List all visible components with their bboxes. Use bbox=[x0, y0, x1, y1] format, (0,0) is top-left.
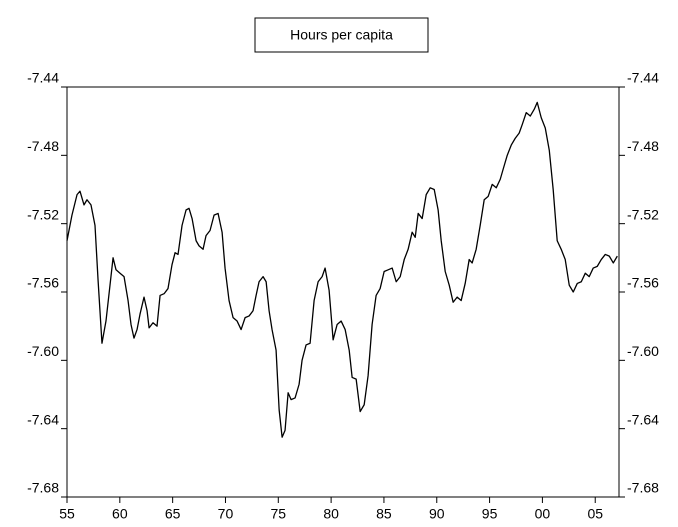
y-tick-label: -7.48 bbox=[27, 138, 59, 154]
y2-tick-label: -7.64 bbox=[627, 411, 659, 427]
y2-tick-label: -7.60 bbox=[627, 343, 659, 359]
y-tick-label: -7.64 bbox=[27, 411, 59, 427]
chart-title: Hours per capita bbox=[290, 27, 393, 43]
data-line bbox=[66, 101, 618, 438]
x-tick-label: 65 bbox=[165, 506, 181, 522]
y2-tick-label: -7.44 bbox=[627, 70, 659, 86]
x-tick-label: 00 bbox=[535, 506, 551, 522]
x-tick-label: 90 bbox=[429, 506, 445, 522]
y-tick-label: -7.52 bbox=[27, 206, 59, 222]
y-tick-label: -7.60 bbox=[27, 343, 59, 359]
y2-tick-label: -7.56 bbox=[627, 275, 659, 291]
y2-tick-label: -7.68 bbox=[627, 480, 659, 496]
y-tick-label: -7.56 bbox=[27, 275, 59, 291]
y-tick-label: -7.44 bbox=[27, 70, 59, 86]
x-tick-label: 55 bbox=[59, 506, 75, 522]
x-tick-label: 70 bbox=[218, 506, 234, 522]
plot-frame bbox=[66, 86, 620, 498]
y2-tick-label: -7.48 bbox=[627, 138, 659, 154]
x-tick-label: 05 bbox=[587, 506, 603, 522]
y2-tick-label: -7.52 bbox=[627, 206, 659, 222]
y-tick-label: -7.68 bbox=[27, 480, 59, 496]
x-tick-label: 95 bbox=[482, 506, 498, 522]
x-tick-label: 80 bbox=[323, 506, 339, 522]
x-tick-label: 60 bbox=[112, 506, 128, 522]
x-tick-label: 75 bbox=[271, 506, 287, 522]
x-tick-label: 85 bbox=[376, 506, 392, 522]
title-box bbox=[254, 17, 429, 53]
